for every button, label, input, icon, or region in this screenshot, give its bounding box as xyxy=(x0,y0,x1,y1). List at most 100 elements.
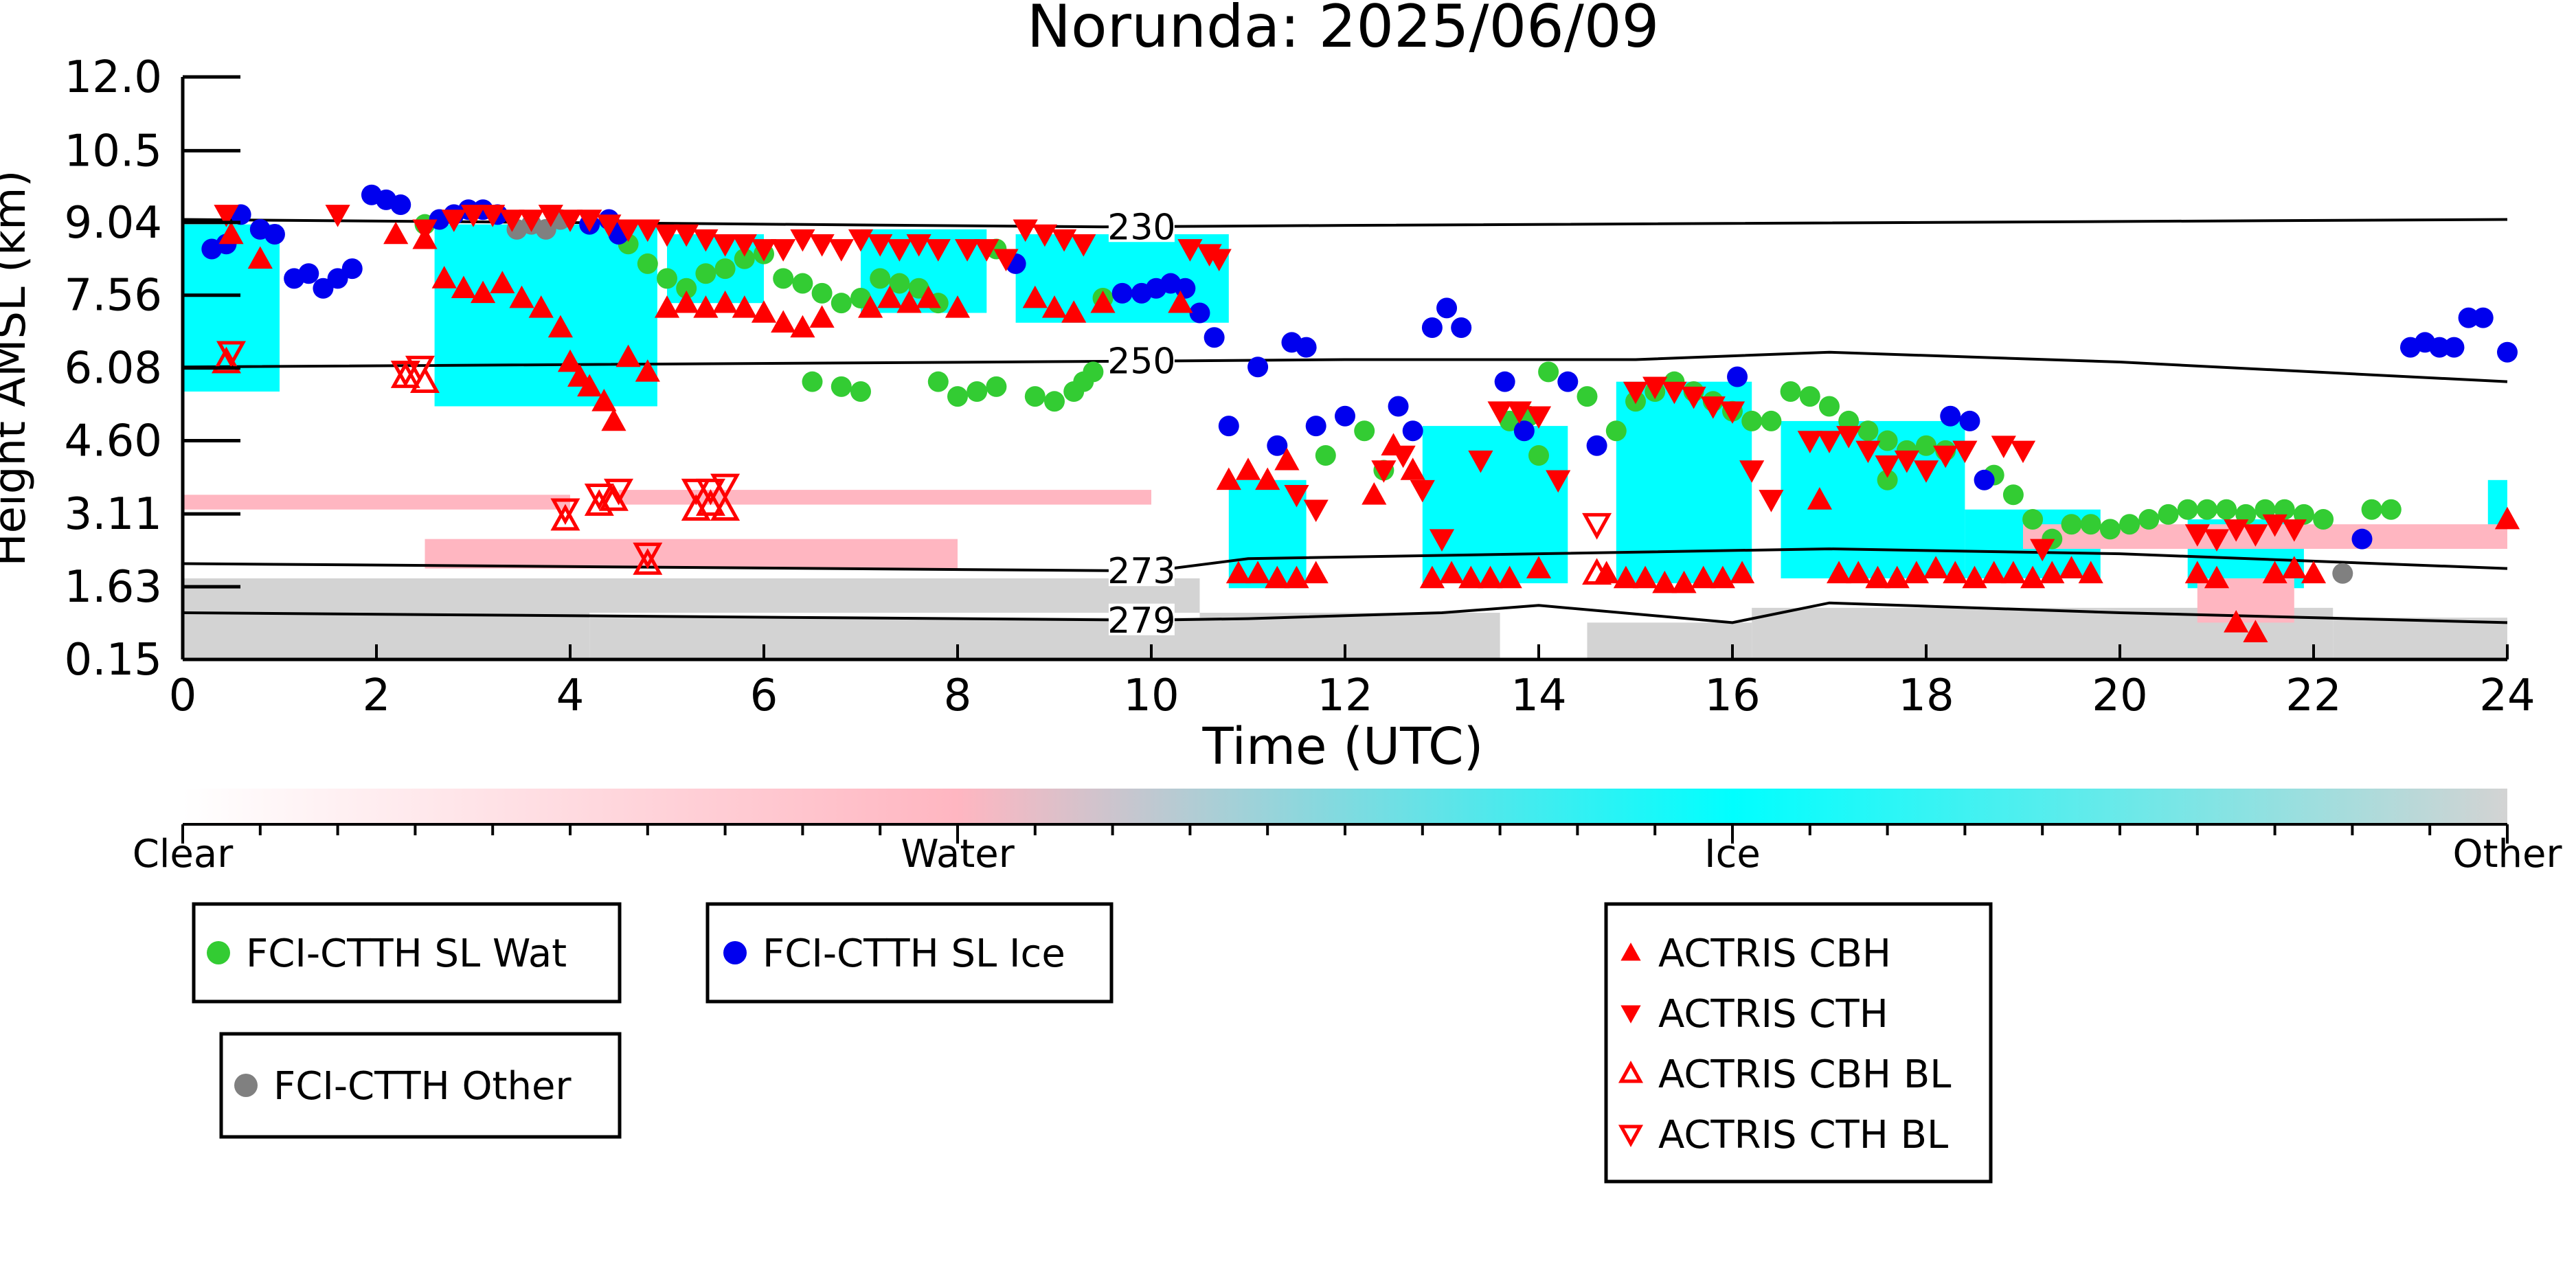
point-actris-cbh xyxy=(2262,561,2287,584)
point-actris-cbh xyxy=(1962,565,1987,589)
colorbar-label-water: Water xyxy=(901,832,1015,877)
point-actris-cth xyxy=(1052,229,1077,252)
contour-label-279: 279 xyxy=(1107,600,1175,642)
colorbar-minor-ticks xyxy=(181,824,2509,844)
point-actris-cth xyxy=(557,210,583,232)
point-actris-cth-bl xyxy=(584,483,614,510)
point-fci-ctth-sl-wat xyxy=(1819,396,1840,417)
point-actris-cbh xyxy=(1633,565,1658,589)
legend-label-actris-cbh: ACTRIS CBH xyxy=(1658,931,1891,976)
point-actris-cbh xyxy=(2224,610,2249,633)
point-fci-ctth-sl-ice xyxy=(1296,337,1317,358)
point-actris-cbh xyxy=(591,389,617,411)
point-actris-cth xyxy=(1390,445,1416,468)
point-fci-ctth-sl-ice xyxy=(1111,282,1133,304)
point-actris-cbh xyxy=(509,285,534,308)
point-actris-cbh xyxy=(1090,290,1116,313)
point-actris-cbh xyxy=(1022,285,1048,308)
point-actris-cbh xyxy=(471,280,496,304)
point-actris-cbh xyxy=(1216,467,1241,490)
point-actris-cbh xyxy=(2281,556,2307,578)
point-actris-cbh xyxy=(1245,561,1271,584)
water-region xyxy=(183,495,570,510)
x-axis-label: Time (UTC) xyxy=(1201,717,1483,776)
point-actris-cth xyxy=(499,210,525,232)
point-fci-ctth-sl-ice xyxy=(327,268,348,289)
point-fci-ctth-sl-ice xyxy=(313,278,334,299)
point-fci-ctth-sl-ice xyxy=(1494,371,1515,392)
point-actris-cth xyxy=(1816,431,1842,453)
point-actris-cth xyxy=(1487,401,1513,424)
point-fci-ctth-sl-wat xyxy=(967,381,988,402)
point-actris-cth xyxy=(1468,450,1493,473)
point-actris-cbh xyxy=(1265,565,1290,589)
legend: FCI-CTTH SL Wat FCI-CTTH SL Ice FCI-CTTH O… xyxy=(192,902,1993,1184)
point-fci-ctth-sl-wat xyxy=(2196,499,2217,520)
y-tick-label: 6.08 xyxy=(65,343,163,394)
point-actris-cth xyxy=(848,229,874,252)
point-actris-cth xyxy=(1032,224,1057,247)
point-actris-cth xyxy=(1759,490,1784,512)
point-actris-cth xyxy=(2224,519,2249,542)
point-fci-ctth-sl-ice xyxy=(1940,405,1961,427)
point-fci-ctth-sl-wat xyxy=(695,263,716,284)
y-tick-label: 3.11 xyxy=(65,489,163,540)
point-actris-cth xyxy=(771,239,796,262)
colorbar-labels: Clear Water Ice Other xyxy=(133,832,2563,877)
point-fci-ctth-sl-wat xyxy=(1354,420,1375,442)
point-fci-ctth-sl-wat xyxy=(1605,420,1627,442)
point-fci-ctth-sl-wat xyxy=(773,268,794,289)
y-tick-label: 4.60 xyxy=(65,416,163,467)
point-actris-cbh xyxy=(1652,570,1677,594)
point-fci-ctth-sl-ice xyxy=(1557,371,1579,392)
point-actris-cbh xyxy=(1923,556,1949,578)
point-actris-cth xyxy=(1662,381,1687,405)
point-fci-ctth-sl-ice xyxy=(1402,420,1423,442)
point-actris-cth xyxy=(2281,519,2307,542)
y-tick-label: 7.56 xyxy=(65,271,163,321)
legend-box-ice xyxy=(705,902,1114,1004)
point-fci-ctth-sl-ice xyxy=(1586,435,1607,456)
contour-label-bg xyxy=(1108,554,1175,587)
point-actris-cth-bl xyxy=(550,498,580,526)
point-actris-cth-bl xyxy=(390,361,420,387)
point-fci-ctth-sl-wat xyxy=(2002,484,2024,506)
point-actris-cth xyxy=(906,234,931,257)
point-actris-cbh xyxy=(1255,467,1280,490)
point-fci-ctth-sl-wat xyxy=(2138,509,2160,530)
point-fci-ctth-sl-wat xyxy=(2380,499,2402,520)
point-actris-cbh xyxy=(1526,556,1552,578)
point-actris-cbh-bl xyxy=(695,489,725,516)
point-actris-cth-bl xyxy=(695,478,725,506)
x-tick-label: 16 xyxy=(1704,670,1760,721)
point-actris-cbh xyxy=(615,344,641,368)
y-axis-label: Height AMSL (km) xyxy=(0,170,36,567)
point-actris-cbh xyxy=(809,305,835,328)
point-actris-cbh xyxy=(635,359,660,382)
point-actris-cth xyxy=(1206,249,1232,272)
other-region xyxy=(1587,622,1752,659)
x-tick-label: 14 xyxy=(1511,670,1566,721)
point-fci-ctth-sl-wat xyxy=(947,386,968,407)
point-actris-cth xyxy=(993,249,1019,272)
point-actris-cth xyxy=(2262,514,2287,537)
point-fci-ctth-sl-wat xyxy=(637,253,658,274)
point-actris-cth xyxy=(712,234,738,257)
point-actris-cth xyxy=(635,219,660,242)
point-actris-cbh xyxy=(2184,561,2210,584)
point-actris-cbh xyxy=(896,290,922,313)
point-actris-cbh xyxy=(490,271,515,293)
point-fci-ctth-sl-wat xyxy=(811,282,833,304)
point-fci-ctth-sl-wat xyxy=(2177,499,2198,520)
point-actris-cbh xyxy=(2494,506,2520,530)
x-tick-label: 4 xyxy=(556,670,585,721)
legend-marker-fci-ctth-sl-wat xyxy=(207,941,230,964)
x-tick-label: 6 xyxy=(750,670,778,721)
point-fci-ctth-sl-wat xyxy=(1083,361,1104,383)
cloud-classification-field xyxy=(183,224,2507,659)
point-actris-cth xyxy=(654,224,680,247)
point-actris-cbh xyxy=(732,295,757,318)
point-actris-cth xyxy=(2184,524,2210,547)
point-actris-cth xyxy=(1371,460,1397,483)
legend-label-fci-ctth-sl-wat: FCI-CTTH SL Wat xyxy=(246,931,567,976)
